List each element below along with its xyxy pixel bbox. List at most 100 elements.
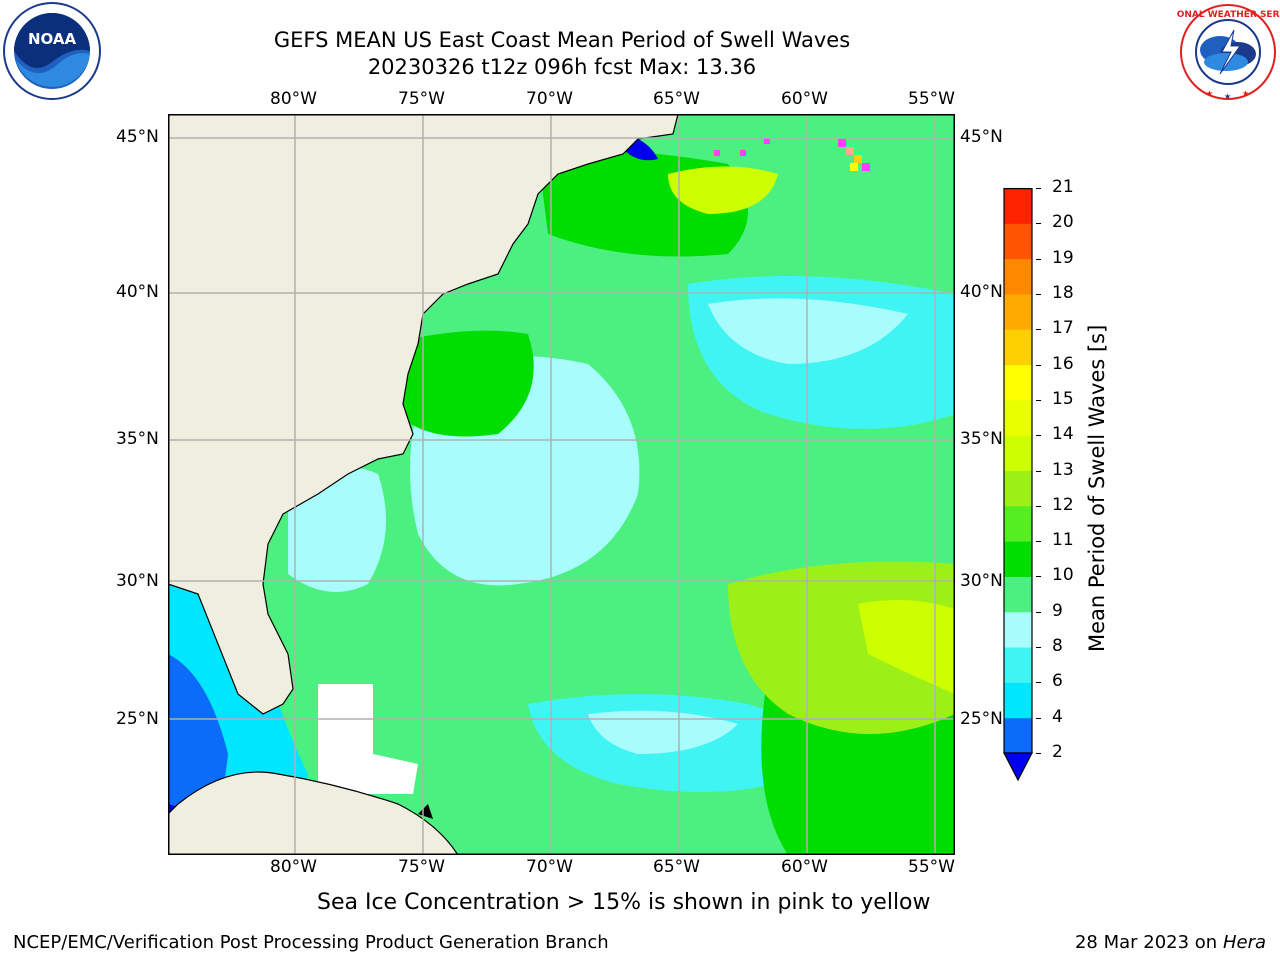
- svg-text:★: ★: [1206, 89, 1213, 98]
- footer-date-text: 28 Mar 2023 on: [1074, 932, 1218, 953]
- colorbar-label: Mean Period of Swell Waves [s]: [1085, 324, 1109, 652]
- colorbar-segment: [1004, 611, 1032, 648]
- colorbar-tick-mark: [1036, 258, 1041, 260]
- colorbar-segment: [1004, 293, 1032, 330]
- swell-region-light: [288, 467, 386, 592]
- colorbar-segment: [1004, 505, 1032, 542]
- lon-label-bottom: 55°W: [908, 857, 955, 877]
- lon-label-top: 65°W: [653, 89, 700, 109]
- colorbar-segment: [1004, 576, 1032, 613]
- colorbar-tick-mark: [1036, 470, 1041, 472]
- lat-label-left: 45°N: [116, 127, 159, 147]
- colorbar-tick-mark: [1036, 647, 1041, 649]
- colorbar-segment: [1004, 223, 1032, 260]
- colorbar-extend-min: [1003, 752, 1033, 782]
- footer-credit: NCEP/EMC/Verification Post Processing Pr…: [13, 932, 609, 953]
- colorbar-tick-mark: [1036, 682, 1041, 684]
- nws-logo-text: NATIONAL WEATHER SERVICE: [1176, 10, 1280, 20]
- colorbar-tick-mark: [1036, 576, 1041, 578]
- sea-ice-pixel: [850, 163, 858, 171]
- colorbar-tick-label: 18: [1052, 282, 1074, 303]
- footer-date: 28 Mar 2023 on Hera: [1075, 932, 1266, 953]
- swell-region-light: [588, 710, 738, 754]
- nws-logo: NATIONAL WEATHER SERVICE ★ ★ ★: [1153, 2, 1280, 102]
- colorbar-segment: [1004, 258, 1032, 295]
- colorbar-segment: [1004, 364, 1032, 401]
- colorbar-svg: [1003, 188, 1033, 782]
- lon-label-bottom: 65°W: [653, 857, 700, 877]
- gridlines: [168, 114, 955, 855]
- noaa-logo: NOAA: [2, 2, 102, 100]
- sea-ice-pixel: [862, 163, 870, 171]
- lon-label-top: 60°W: [781, 89, 828, 109]
- lon-label-top: 55°W: [908, 89, 955, 109]
- swell-region-light: [708, 298, 908, 364]
- colorbar-tick-label: 12: [1052, 494, 1074, 515]
- lon-label-bottom: 60°W: [781, 857, 828, 877]
- map-panel: [168, 114, 955, 855]
- bahamas-masked: [318, 684, 418, 794]
- colorbar-segment: [1004, 717, 1032, 754]
- colorbar-segment: [1004, 399, 1032, 436]
- map-frame: [168, 114, 955, 855]
- colorbar-tick-mark: [1036, 364, 1041, 366]
- lon-label-bottom: 80°W: [270, 857, 317, 877]
- lat-label-right: 35°N: [960, 429, 1003, 449]
- lat-label-right: 30°N: [960, 571, 1003, 591]
- lat-label-left: 35°N: [116, 429, 159, 449]
- lat-label-right: 40°N: [960, 282, 1003, 302]
- footer-host: Hera: [1222, 932, 1266, 953]
- colorbar-tick-mark: [1036, 505, 1041, 507]
- colorbar-segment: [1004, 682, 1032, 719]
- colorbar-segment: [1004, 470, 1032, 507]
- colorbar-tick-mark: [1036, 717, 1041, 719]
- colorbar-tick-label: 6: [1052, 671, 1063, 692]
- colorbar-tick-label: 14: [1052, 424, 1074, 445]
- colorbar-tick-mark: [1036, 329, 1041, 331]
- colorbar-segment: [1004, 647, 1032, 683]
- colorbar-frame: [1003, 188, 1033, 754]
- colorbar-tick-label: 4: [1052, 706, 1063, 727]
- colorbar-tick-label: 21: [1052, 177, 1074, 197]
- swell-region-yellow: [858, 600, 955, 694]
- sea-ice-pixel: [714, 150, 720, 156]
- colorbar-tick-label: 13: [1052, 459, 1074, 480]
- lon-label-bottom: 75°W: [398, 857, 445, 877]
- colorbar-segment: [1004, 329, 1032, 366]
- colorbar-tick-label: 8: [1052, 636, 1063, 657]
- lon-label-top: 75°W: [398, 89, 445, 109]
- swell-region-yellow: [668, 166, 778, 214]
- lat-label-right: 45°N: [960, 127, 1003, 147]
- title-line-2: 20230326 t12z 096h fcst Max: 13.36: [367, 55, 757, 79]
- colorbar-tick-mark: [1036, 399, 1041, 401]
- colorbar-tick-mark: [1036, 541, 1041, 543]
- sea-ice-pixel: [838, 139, 846, 147]
- colorbar-tick-mark: [1036, 293, 1041, 295]
- title-line-1: GEFS MEAN US East Coast Mean Period of S…: [273, 28, 851, 52]
- colorbar-tick-label: 16: [1052, 353, 1074, 374]
- map-svg: [168, 114, 955, 855]
- colorbar-ticks: 2 4 6 8 9 10 11 12 13 14 15 16 17 18 19 20 21: [1036, 177, 1100, 762]
- noaa-logo-text: NOAA: [28, 30, 77, 48]
- lat-label-left: 40°N: [116, 282, 159, 302]
- colorbar-tick-label: 15: [1052, 388, 1074, 409]
- sea-ice-pixel: [740, 150, 746, 156]
- sea-ice-caption: Sea Ice Concentration > 15% is shown in …: [317, 890, 931, 915]
- colorbar-tick-label: 9: [1052, 600, 1063, 621]
- colorbar-tick-label: 20: [1052, 212, 1074, 233]
- colorbar-tick-label: 11: [1052, 530, 1074, 551]
- svg-text:★: ★: [1224, 92, 1231, 101]
- cuba-land: [168, 771, 459, 855]
- lat-label-right: 25°N: [960, 709, 1003, 729]
- colorbar-tick-mark: [1036, 223, 1041, 225]
- sea-ice-pixel: [854, 155, 862, 163]
- island: [418, 804, 433, 819]
- lon-label-top: 70°W: [526, 89, 573, 109]
- colorbar-tick-mark: [1036, 188, 1041, 189]
- chart-title: GEFS MEAN US East Coast Mean Period of S…: [182, 27, 942, 81]
- colorbar-tick-mark: [1036, 435, 1041, 437]
- colorbar-segment: [1004, 541, 1032, 577]
- lon-label-top: 80°W: [270, 89, 317, 109]
- svg-text:★: ★: [1242, 89, 1249, 98]
- lat-label-left: 30°N: [116, 571, 159, 591]
